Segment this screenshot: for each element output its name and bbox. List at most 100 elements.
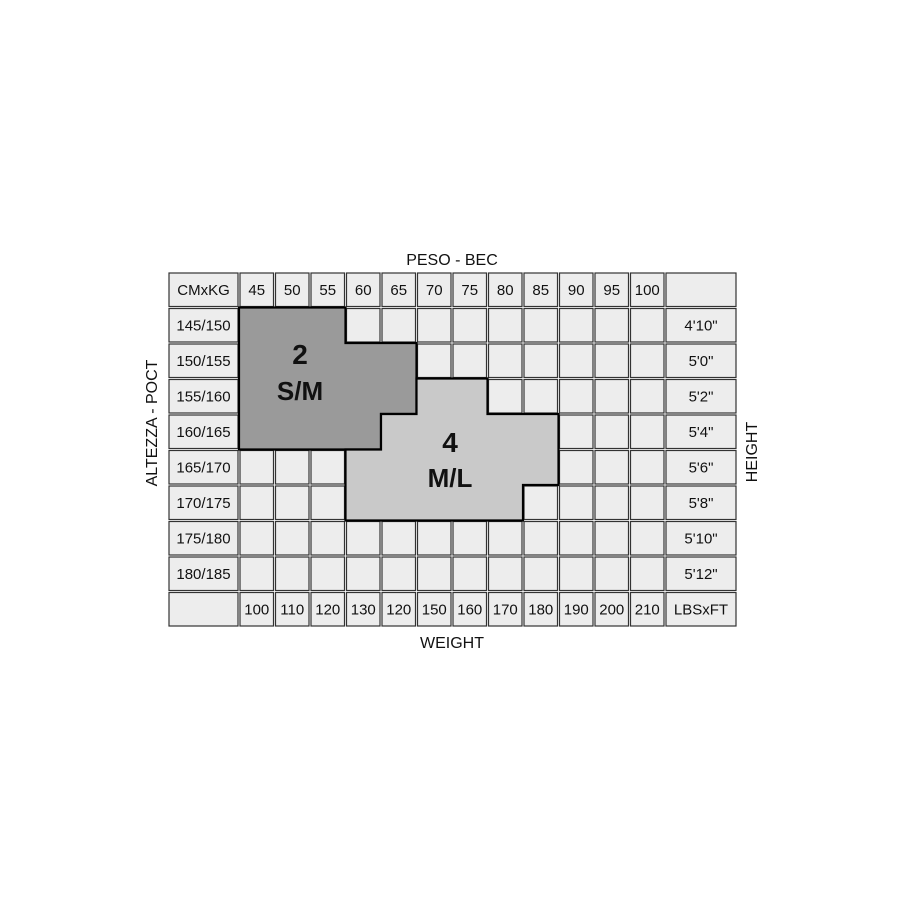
grid-cell xyxy=(629,520,665,556)
grid-cell xyxy=(665,272,737,308)
grid-cell xyxy=(310,449,346,485)
top-axis-title: PESO - BEC xyxy=(406,252,498,269)
lbs-tick-label: 120 xyxy=(386,601,411,618)
grid-cell xyxy=(523,272,559,308)
grid-cell xyxy=(665,485,737,521)
size-number-4: 4 xyxy=(442,427,458,458)
grid-cell xyxy=(523,591,559,627)
lbs-tick-label: 130 xyxy=(351,601,376,618)
grid-cell xyxy=(452,343,488,379)
lbs-tick-label: 180 xyxy=(528,601,553,618)
grid-cell xyxy=(629,343,665,379)
size-zone-4 xyxy=(344,377,560,522)
cm-row-label: 170/175 xyxy=(176,495,230,512)
cm-row-label: 180/185 xyxy=(176,566,230,583)
grid-cell xyxy=(558,449,594,485)
lbs-tick-label: 120 xyxy=(315,601,340,618)
grid-cell xyxy=(629,307,665,343)
grid-cell xyxy=(558,307,594,343)
grid-cell xyxy=(381,307,417,343)
size-name-4: M/L xyxy=(428,463,473,493)
grid-cell xyxy=(345,520,381,556)
grid-cell xyxy=(274,556,310,592)
grid-cell xyxy=(629,449,665,485)
grid-cell xyxy=(310,520,346,556)
cm-row-label: 165/170 xyxy=(176,459,230,476)
grid-cell xyxy=(239,520,275,556)
bottom-axis-title: WEIGHT xyxy=(420,635,484,652)
grid-cell xyxy=(665,591,737,627)
grid-cell xyxy=(381,556,417,592)
grid-cell xyxy=(558,485,594,521)
grid-cell xyxy=(665,378,737,414)
kg-tick-label: 65 xyxy=(390,282,407,299)
grid-cell xyxy=(487,520,523,556)
grid-cell xyxy=(665,449,737,485)
grid-cell xyxy=(168,414,239,450)
grid-labels: CMxKG LBSxFT 45 50 55 60 65 70 75 80 85 90 95 100 100 1… xyxy=(176,282,728,619)
grid-cell xyxy=(239,449,275,485)
kg-tick-label: 95 xyxy=(603,282,620,299)
grid-cell xyxy=(558,556,594,592)
grid-cell xyxy=(594,378,630,414)
grid-cell xyxy=(168,556,239,592)
grid-cell xyxy=(345,307,381,343)
ft-row-label: 5'10" xyxy=(684,530,717,547)
lbs-tick-label: 210 xyxy=(635,601,660,618)
grid-cell xyxy=(487,556,523,592)
grid-cell xyxy=(452,272,488,308)
grid-cell xyxy=(416,307,452,343)
kg-tick-label: 85 xyxy=(532,282,549,299)
lbs-tick-label: 100 xyxy=(244,601,269,618)
size-name-2: S/M xyxy=(277,376,323,406)
grid-cell xyxy=(345,272,381,308)
cm-row-label: 150/155 xyxy=(176,353,230,370)
cm-row-label: 145/150 xyxy=(176,317,230,334)
kg-tick-label: 60 xyxy=(355,282,372,299)
grid-cell xyxy=(487,343,523,379)
grid-cell xyxy=(629,591,665,627)
grid-cell xyxy=(594,485,630,521)
cm-row-label: 175/180 xyxy=(176,530,230,547)
grid-cell xyxy=(452,556,488,592)
grid-cell xyxy=(274,591,310,627)
grid-cell xyxy=(594,307,630,343)
grid-cell xyxy=(523,485,559,521)
grid-cell xyxy=(452,520,488,556)
grid-cell xyxy=(523,520,559,556)
lbs-tick-label: 200 xyxy=(599,601,624,618)
grid-cell xyxy=(558,414,594,450)
ft-row-label: 5'8" xyxy=(689,495,714,512)
grid-cell xyxy=(168,449,239,485)
kg-tick-label: 70 xyxy=(426,282,443,299)
grid-cell xyxy=(310,556,346,592)
ft-row-label: 4'10" xyxy=(684,317,717,334)
grid-cell xyxy=(665,307,737,343)
grid-cell xyxy=(416,520,452,556)
ft-row-label: 5'4" xyxy=(689,424,714,441)
kg-tick-label: 80 xyxy=(497,282,514,299)
lbs-tick-label: 160 xyxy=(457,601,482,618)
grid-cell xyxy=(594,272,630,308)
right-axis-title: HEIGHT xyxy=(744,422,761,483)
grid-cell xyxy=(381,520,417,556)
grid-cell xyxy=(523,307,559,343)
grid-cell xyxy=(665,414,737,450)
grid-cell xyxy=(239,556,275,592)
grid-cell xyxy=(274,485,310,521)
grid-cell xyxy=(487,591,523,627)
grid-cell xyxy=(629,414,665,450)
grid-cell xyxy=(487,307,523,343)
grid-cell xyxy=(594,591,630,627)
lbs-tick-label: 110 xyxy=(280,601,304,618)
grid-cell xyxy=(594,520,630,556)
grid-cell xyxy=(239,591,275,627)
kg-tick-label: 50 xyxy=(284,282,301,299)
grid-cell xyxy=(168,485,239,521)
grid-cell xyxy=(310,272,346,308)
grid-cell xyxy=(594,414,630,450)
ft-row-label: 5'6" xyxy=(689,459,714,476)
grid-cell xyxy=(629,272,665,308)
grid-cell xyxy=(239,485,275,521)
